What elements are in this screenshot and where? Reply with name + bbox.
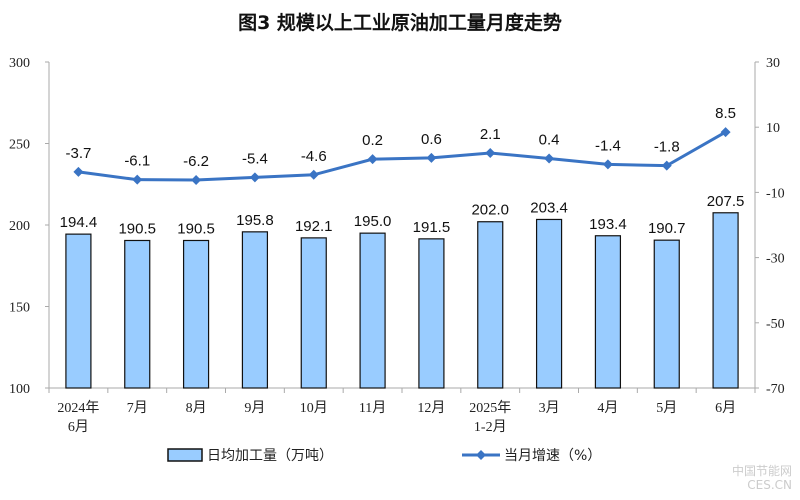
line-point xyxy=(249,172,260,183)
bar-data-label: 191.5 xyxy=(413,219,451,236)
bar-data-label: 195.8 xyxy=(236,212,274,229)
line-data-label: -1.8 xyxy=(654,139,680,156)
line-data-label: -4.6 xyxy=(301,148,327,165)
line-data-label: 0.2 xyxy=(362,132,383,149)
bar-data-label: 193.4 xyxy=(589,216,627,233)
bar-data-label: 190.5 xyxy=(118,220,156,237)
line-point xyxy=(720,127,731,138)
bar xyxy=(65,233,92,389)
left-tick-label: 100 xyxy=(9,382,30,397)
bar xyxy=(653,239,680,389)
line-point xyxy=(426,152,437,163)
left-tick-label: 150 xyxy=(9,301,30,316)
bar-data-label: 207.5 xyxy=(707,193,745,210)
bar xyxy=(477,221,504,389)
line-point xyxy=(367,154,378,165)
line-data-label: 8.5 xyxy=(715,105,736,122)
line-data-label: 0.6 xyxy=(421,131,442,148)
growth-line xyxy=(78,130,727,182)
bar-data-label: 192.1 xyxy=(295,218,333,235)
bar xyxy=(124,239,151,389)
legend-line-label: 当月增速（%） xyxy=(504,448,601,464)
right-tick-label: -30 xyxy=(766,252,785,267)
bar-data-label: 203.4 xyxy=(530,199,568,216)
line-point xyxy=(661,160,672,171)
watermark-line1: 中国节能网 xyxy=(731,464,792,478)
line-point xyxy=(73,166,84,177)
bar-data-label: 195.0 xyxy=(354,213,392,230)
bar-data-label: 202.0 xyxy=(471,202,509,219)
chart-title: 图3 规模以上工业原油加工量月度走势 xyxy=(238,12,562,34)
right-tick-label: 10 xyxy=(766,121,780,136)
x-tick-label: 5月 xyxy=(656,400,677,416)
x-tick-label: 11月 xyxy=(359,400,386,416)
line-point xyxy=(132,174,143,185)
legend-line-marker xyxy=(476,450,486,460)
x-tick-label: 8月 xyxy=(186,400,207,416)
line-data-label: -5.4 xyxy=(242,150,268,167)
left-tick-label: 300 xyxy=(9,56,30,71)
left-tick-label: 250 xyxy=(9,138,30,153)
bar xyxy=(241,231,269,389)
line-data-label: 2.1 xyxy=(480,126,501,143)
line-point xyxy=(485,147,496,158)
legend-bar-swatch xyxy=(167,448,203,462)
x-tick-label: 7月 xyxy=(127,400,148,416)
bar-data-label: 194.4 xyxy=(60,214,98,231)
left-tick-label: 200 xyxy=(9,219,30,234)
line-data-label: -6.1 xyxy=(124,153,150,170)
watermark: 中国节能网 CES.CN xyxy=(732,464,792,492)
x-tick-label: 6月 xyxy=(715,400,736,416)
line-data-label: -1.4 xyxy=(595,137,621,154)
legend-bar-label: 日均加工量（万吨） xyxy=(207,448,333,464)
x-tick-label: 10月 xyxy=(300,400,328,416)
watermark-line2: CES.CN xyxy=(747,478,792,492)
line-point xyxy=(308,169,319,180)
bar-data-label: 190.5 xyxy=(177,220,215,237)
right-tick-label: -10 xyxy=(766,186,785,201)
bar xyxy=(535,218,563,389)
bar xyxy=(300,237,327,389)
x-tick-label: 9月 xyxy=(244,400,265,416)
bar xyxy=(182,239,210,389)
x-tick-label: 1-2月 xyxy=(474,419,507,435)
x-tick-label: 2025年 xyxy=(469,400,511,416)
line-point xyxy=(602,159,613,170)
bar xyxy=(418,238,445,389)
x-tick-label: 2024年 xyxy=(57,400,99,416)
right-tick-label: -50 xyxy=(766,317,785,332)
line-data-label: 0.4 xyxy=(539,131,560,148)
x-tick-label: 6月 xyxy=(68,419,89,435)
x-tick-label: 12月 xyxy=(417,400,445,416)
line-point xyxy=(191,175,202,186)
bar xyxy=(594,235,622,389)
x-tick-label: 3月 xyxy=(539,400,560,416)
x-tick-label: 4月 xyxy=(597,400,618,416)
bar-data-label: 190.7 xyxy=(648,220,686,237)
bar xyxy=(712,212,739,389)
line-data-label: -3.7 xyxy=(65,145,91,162)
line-data-label: -6.2 xyxy=(183,153,209,170)
right-tick-label: 30 xyxy=(766,56,780,71)
right-tick-label: -70 xyxy=(766,382,785,397)
line-point xyxy=(544,153,555,164)
bar xyxy=(359,232,386,389)
